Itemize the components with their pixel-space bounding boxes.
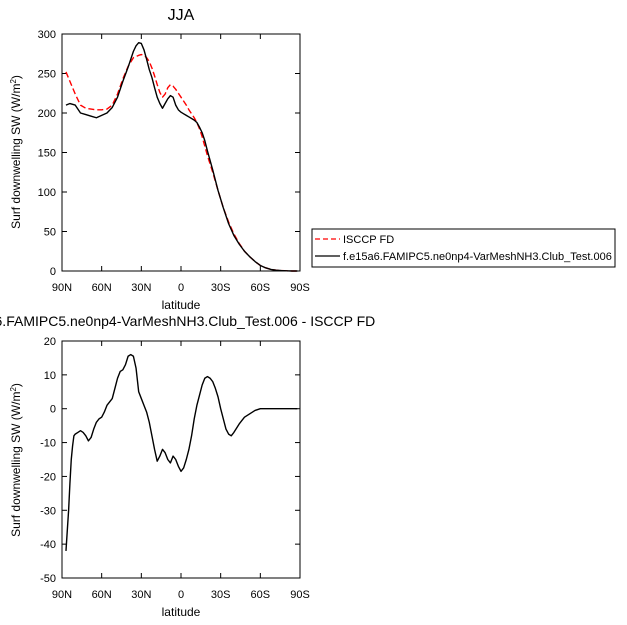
legend: ISCCP FD f.e15a6.FAMIPC5.ne0np4-VarMeshN…: [311, 228, 616, 268]
bottom-ytick-label: -30: [40, 505, 56, 517]
top-title: JJA: [168, 7, 195, 24]
top-ylabel-close: ): [9, 75, 23, 79]
bottom-ytick-label: -50: [40, 573, 56, 585]
top-series-line-1: [65, 41, 298, 272]
top-yticks: 0 50 100 150 200 250 300: [38, 29, 300, 278]
top-xtick-label: 60N: [92, 282, 112, 294]
top-ytick-label: 100: [38, 187, 56, 199]
svg-text:Surf downwelling SW (W/m2): Surf downwelling SW (W/m2): [9, 383, 24, 537]
bottom-ytick-label: 20: [44, 336, 56, 348]
top-xtick-label: 60S: [251, 282, 271, 294]
bottom-xtick-label: 0: [178, 589, 184, 601]
bottom-yticks: -50 -40 -30 -20 -10 0 10 20: [40, 336, 300, 585]
bottom-title: a6.FAMIPC5.ne0np4-VarMeshNH3.Club_Test.0…: [0, 313, 375, 329]
top-ytick-label: 50: [44, 227, 56, 239]
top-ytick-label: 150: [38, 148, 56, 160]
top-series-line-0: [65, 53, 298, 272]
top-ytick-label: 0: [50, 266, 56, 278]
bottom-xticks: 90N 60N 30N 0 30S 60S 90S: [52, 341, 310, 601]
top-xtick-label: 90N: [52, 282, 72, 294]
top-ylabel-text: Surf downwelling SW (W/m: [9, 84, 23, 229]
panel-bottom: a6.FAMIPC5.ne0np4-VarMeshNH3.Club_Test.0…: [0, 313, 375, 619]
top-series: [65, 41, 298, 272]
top-xtick-label: 30S: [211, 282, 231, 294]
top-xtick-label: 90S: [290, 282, 310, 294]
bottom-plot-frame: [61, 340, 301, 579]
bottom-ytick-label: -10: [40, 438, 56, 450]
bottom-series-line-0: [65, 353, 298, 551]
top-ytick-label: 250: [38, 69, 56, 81]
bottom-xtick-label: 90N: [52, 589, 72, 601]
bottom-xtick-label: 30S: [211, 589, 231, 601]
bottom-xlabel: latitude: [162, 605, 201, 619]
bottom-xtick-label: 60S: [251, 589, 271, 601]
bottom-xtick-label: 60N: [92, 589, 112, 601]
top-plot-frame: [61, 33, 301, 272]
svg-text:Surf downwelling SW (W/m2): Surf downwelling SW (W/m2): [9, 75, 24, 229]
legend-box: [311, 228, 616, 268]
bottom-ytick-label: 0: [50, 404, 56, 416]
top-ylabel: Surf downwelling SW (W/m2): [9, 75, 24, 229]
top-ytick-label: 200: [38, 108, 56, 120]
bottom-ylabel-sup: 2: [9, 387, 18, 392]
bottom-ylabel: Surf downwelling SW (W/m2): [9, 383, 24, 537]
top-xticks: 90N 60N 30N 0 30S 60S 90S: [52, 34, 310, 294]
top-xtick-label: 30N: [131, 282, 151, 294]
bottom-ylabel-close: ): [9, 383, 23, 387]
panel-top: JJA Surf downwelling SW (W/m2) 0 50 100 150…: [9, 7, 310, 312]
bottom-xtick-label: 30N: [131, 589, 151, 601]
bottom-series: [65, 353, 298, 551]
bottom-ytick-label: -20: [40, 471, 56, 483]
top-xlabel: latitude: [162, 298, 201, 312]
legend-label-model: f.e15a6.FAMIPC5.ne0np4-VarMeshNH3.Club_T…: [343, 251, 612, 263]
top-ytick-label: 300: [38, 29, 56, 41]
bottom-ylabel-text: Surf downwelling SW (W/m: [9, 392, 23, 537]
top-xtick-label: 0: [178, 282, 184, 294]
top-ylabel-sup: 2: [9, 79, 18, 84]
bottom-xtick-label: 90S: [290, 589, 310, 601]
bottom-ytick-label: -40: [40, 539, 56, 551]
legend-label-isccp: ISCCP FD: [343, 234, 394, 246]
bottom-ytick-label: 10: [44, 370, 56, 382]
